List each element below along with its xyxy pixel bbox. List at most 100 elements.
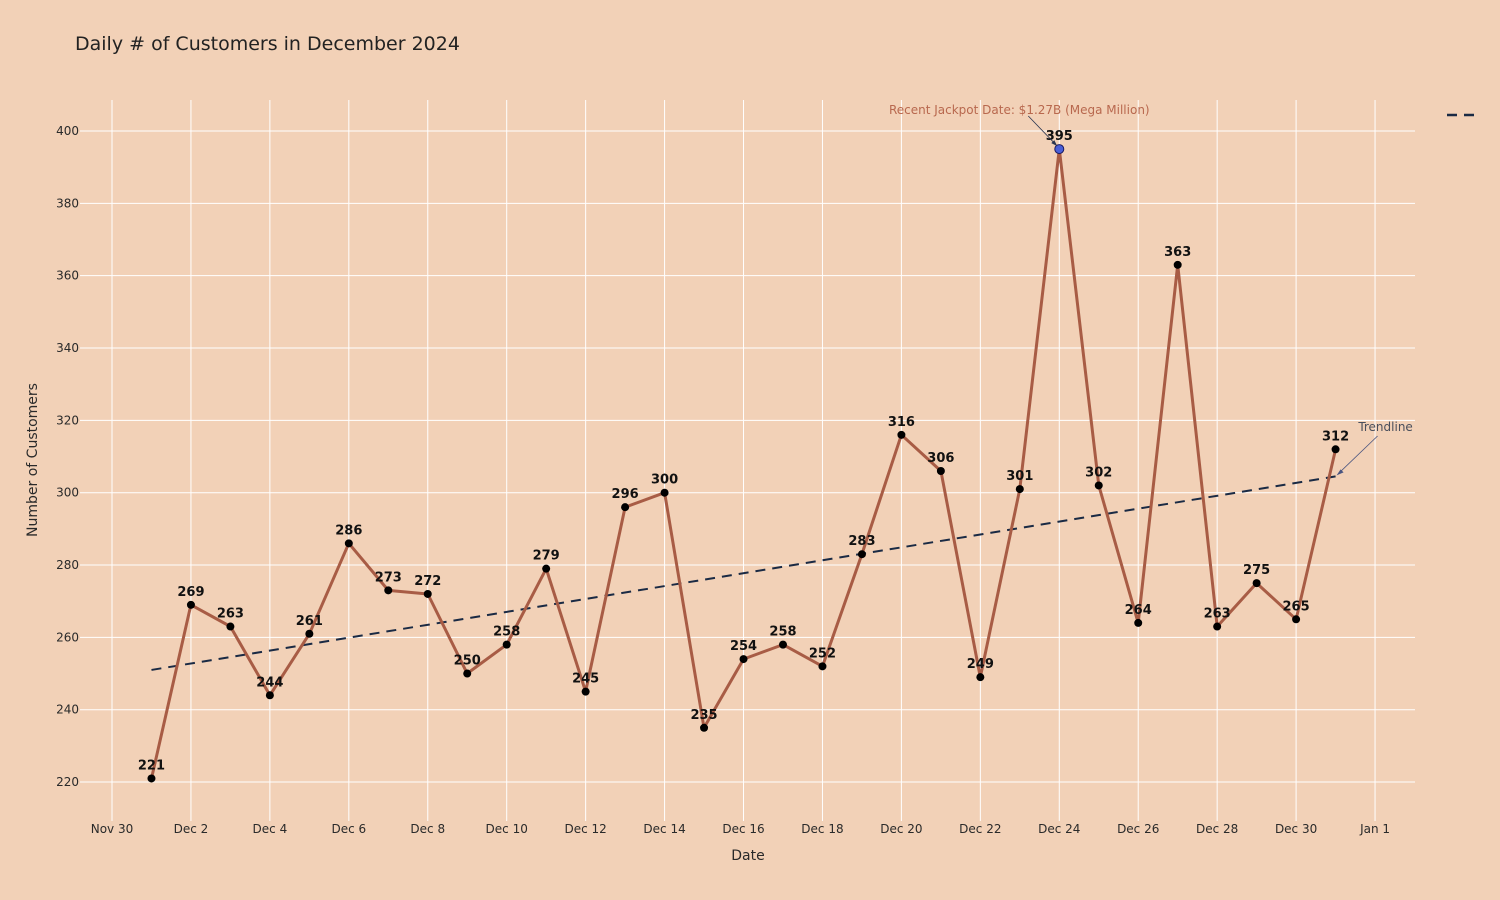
data-labels-layer: 221 269 263 244 261 286 273 272 250 258 279 245 296 3… xyxy=(138,129,1349,773)
data-point xyxy=(265,691,274,700)
data-point xyxy=(384,586,393,595)
x-tick-label: Dec 4 xyxy=(253,822,288,836)
series-layer xyxy=(147,144,1340,783)
data-point xyxy=(1292,615,1301,624)
data-label: 312 xyxy=(1322,429,1349,444)
data-point xyxy=(226,622,235,631)
x-tick-label: Dec 12 xyxy=(564,822,606,836)
data-label: 302 xyxy=(1085,465,1112,480)
x-tick-label: Dec 6 xyxy=(331,822,366,836)
data-label: 286 xyxy=(335,523,362,538)
data-label: 263 xyxy=(217,607,244,622)
data-point xyxy=(1173,260,1182,269)
data-label: 252 xyxy=(809,646,836,661)
chart-title: Daily # of Customers in December 2024 xyxy=(75,33,460,55)
y-tick-label: 400 xyxy=(56,124,79,138)
data-label: 249 xyxy=(967,657,994,672)
x-tick-label: Dec 10 xyxy=(486,822,528,836)
data-label: 258 xyxy=(769,625,796,640)
y-tick-label: 300 xyxy=(56,486,79,500)
data-point xyxy=(936,466,945,475)
data-point xyxy=(621,503,630,512)
data-label: 300 xyxy=(651,473,678,488)
data-label: 254 xyxy=(730,639,757,654)
data-label: 296 xyxy=(612,487,639,502)
data-label: 363 xyxy=(1164,245,1191,260)
data-point xyxy=(976,673,985,682)
x-tick-label: Nov 30 xyxy=(91,822,134,836)
data-point xyxy=(660,488,669,497)
data-label: 306 xyxy=(927,451,954,466)
data-point xyxy=(344,539,353,548)
trendline-arrowhead xyxy=(1336,469,1344,476)
data-label: 235 xyxy=(690,708,717,723)
data-label: 273 xyxy=(375,570,402,585)
x-tick-label: Dec 28 xyxy=(1196,822,1238,836)
y-axis-title: Number of Customers xyxy=(25,383,41,537)
data-point xyxy=(147,774,156,783)
data-point xyxy=(423,589,432,598)
x-tick-label: Dec 18 xyxy=(801,822,843,836)
data-label: 316 xyxy=(888,415,915,430)
data-point xyxy=(463,669,472,678)
data-point xyxy=(1094,481,1103,490)
data-point xyxy=(581,687,590,696)
y-tick-label: 320 xyxy=(56,413,79,427)
x-tick-label: Dec 2 xyxy=(174,822,209,836)
data-label: 301 xyxy=(1006,469,1033,484)
trendline xyxy=(151,475,1336,671)
data-label: 221 xyxy=(138,758,165,773)
data-point xyxy=(857,550,866,559)
data-label: 395 xyxy=(1046,129,1073,144)
data-label: 279 xyxy=(533,549,560,564)
x-axis-ticks: Nov 30 Dec 2 Dec 4 Dec 6 Dec 8 Dec 10 Dec 12 De… xyxy=(91,815,1390,836)
data-point xyxy=(739,655,748,664)
x-tick-label: Jan 1 xyxy=(1359,822,1390,836)
x-tick-label: Dec 22 xyxy=(959,822,1001,836)
data-point xyxy=(305,629,314,638)
data-point xyxy=(1213,622,1222,631)
data-point xyxy=(502,640,511,649)
data-point xyxy=(1331,445,1340,454)
data-label: 275 xyxy=(1243,563,1270,578)
data-label: 269 xyxy=(177,585,204,600)
data-label: 264 xyxy=(1125,603,1152,618)
data-point xyxy=(1252,579,1261,588)
x-tick-label: Dec 14 xyxy=(643,822,685,836)
data-label: 250 xyxy=(454,654,481,669)
data-label: 263 xyxy=(1204,607,1231,622)
y-tick-label: 260 xyxy=(56,630,79,644)
x-tick-label: Dec 20 xyxy=(880,822,922,836)
jackpot-arrowhead xyxy=(1051,140,1058,147)
x-tick-label: Dec 16 xyxy=(722,822,764,836)
y-tick-label: 380 xyxy=(56,196,79,210)
y-axis-ticks: 220 240 260 280 300 320 340 360 380 400 xyxy=(56,124,79,789)
data-label: 283 xyxy=(848,534,875,549)
data-label: 258 xyxy=(493,625,520,640)
data-label: 265 xyxy=(1283,599,1310,614)
annotations-layer: Recent Jackpot Date: $1.27B (Mega Millio… xyxy=(889,103,1413,476)
data-point xyxy=(700,723,709,732)
data-point xyxy=(1015,485,1024,494)
data-point xyxy=(1134,618,1143,627)
trendline-annotation: Trendline xyxy=(1357,420,1413,434)
data-label: 261 xyxy=(296,614,323,629)
data-point xyxy=(818,662,827,671)
data-point xyxy=(897,430,906,439)
data-label: 272 xyxy=(414,574,441,589)
y-tick-label: 340 xyxy=(56,341,79,355)
x-tick-label: Dec 30 xyxy=(1275,822,1317,836)
y-tick-label: 240 xyxy=(56,703,79,717)
y-tick-label: 220 xyxy=(56,775,79,789)
x-tick-label: Dec 8 xyxy=(410,822,445,836)
data-label: 244 xyxy=(256,675,283,690)
y-tick-label: 280 xyxy=(56,558,79,572)
jackpot-arrow xyxy=(1027,115,1057,146)
jackpot-annotation: Recent Jackpot Date: $1.27B (Mega Millio… xyxy=(889,103,1150,117)
data-point xyxy=(778,640,787,649)
trendline-arrow xyxy=(1338,435,1378,474)
x-tick-label: Dec 24 xyxy=(1038,822,1080,836)
x-tick-label: Dec 26 xyxy=(1117,822,1159,836)
